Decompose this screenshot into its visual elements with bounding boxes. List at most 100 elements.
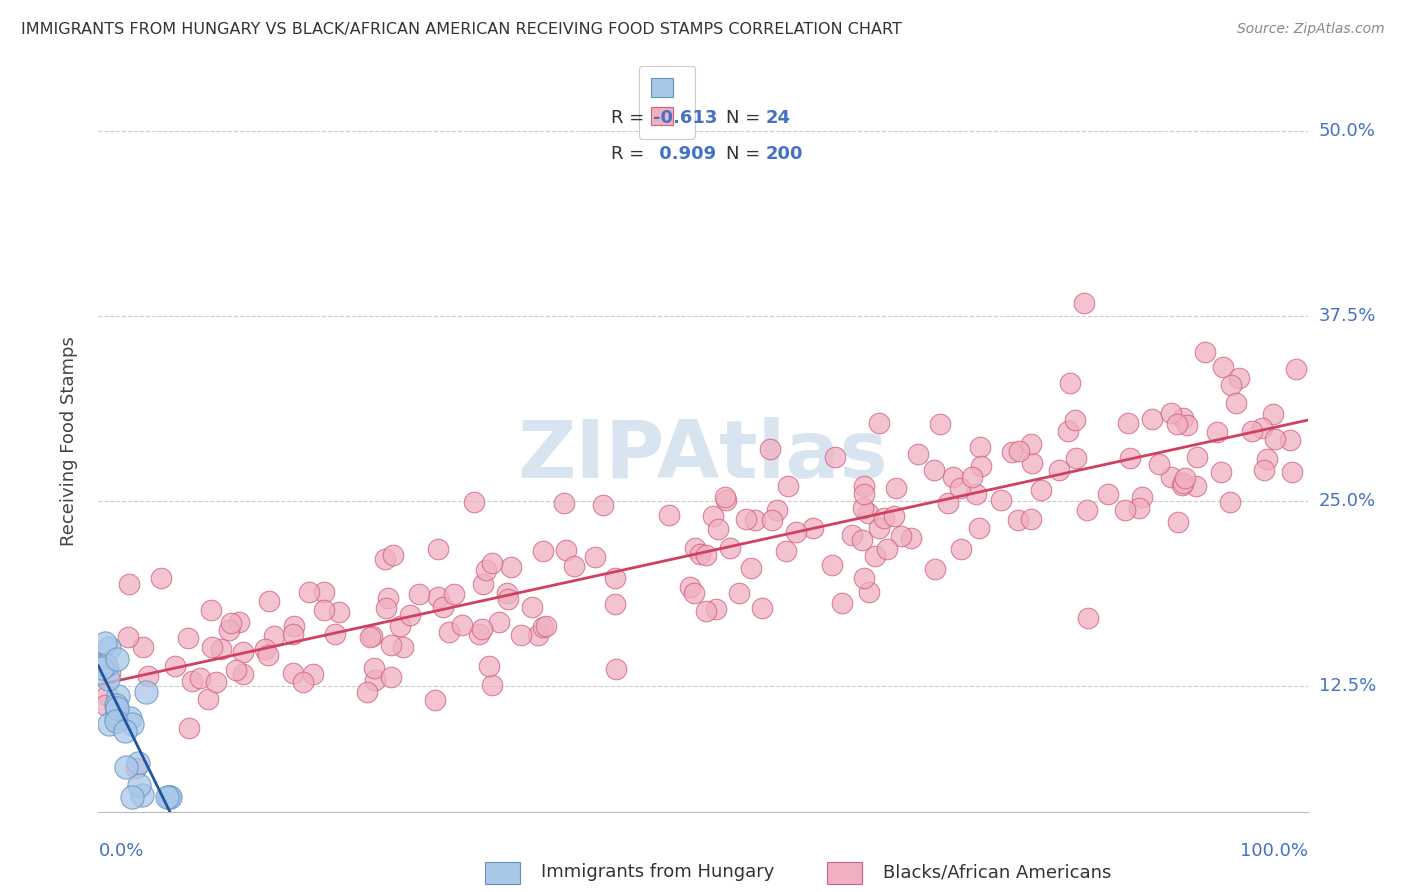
Point [90,661,112,675]
Point [471,623,494,637]
Point [105,712,128,726]
Point [1008,443,1031,458]
Point [374,552,396,566]
Point [105,701,128,715]
Point [1284,362,1306,376]
Point [863,549,886,563]
Point [824,450,846,465]
Point [706,522,728,536]
Point [283,666,305,681]
Point [1167,515,1189,529]
Point [1007,514,1029,528]
Point [883,509,905,524]
Point [1173,476,1195,491]
Point [136,669,159,683]
Text: R =: R = [610,145,650,163]
Point [323,627,346,641]
Point [117,630,139,644]
Point [312,584,335,599]
Point [475,562,498,576]
Point [328,605,350,619]
Point [481,677,503,691]
Point [467,627,489,641]
Point [94,636,117,650]
Point [107,690,129,704]
Point [205,674,228,689]
Point [1063,413,1085,427]
Text: 12.5%: 12.5% [1319,677,1376,695]
Point [924,562,946,576]
Point [359,630,381,644]
Point [714,490,737,504]
Point [969,459,991,474]
Point [1263,407,1285,421]
Point [949,541,972,556]
Point [852,487,875,501]
Point [1205,425,1227,439]
Point [1281,465,1303,479]
Point [907,446,929,460]
Point [858,585,880,599]
Point [1174,471,1197,485]
Point [105,651,128,665]
Point [965,487,987,501]
Point [704,602,727,616]
Point [127,756,149,770]
Point [969,440,991,454]
Point [96,688,118,702]
Point [856,506,879,520]
Point [498,591,520,606]
Point [356,685,378,699]
Point [658,508,681,522]
Text: N =: N = [725,145,766,163]
Point [1225,396,1247,410]
Text: 37.5%: 37.5% [1319,307,1376,325]
Point [851,533,873,548]
Point [714,492,737,507]
Point [156,789,179,804]
Point [1130,490,1153,504]
Point [382,548,405,562]
Point [131,789,153,803]
Point [801,520,824,534]
Point [281,627,304,641]
Point [727,586,749,600]
Legend: , : , [638,66,695,138]
Point [180,673,202,688]
Text: 50.0%: 50.0% [1319,121,1375,139]
Point [876,541,898,556]
Point [495,585,517,599]
Point [301,667,323,681]
Point [488,615,510,629]
Point [93,698,115,713]
Point [94,657,117,672]
Point [948,481,970,495]
Point [256,648,278,662]
Point [702,509,724,524]
Point [218,623,240,637]
Point [1128,501,1150,516]
Point [685,541,707,556]
Point [125,761,148,775]
Point [364,673,387,687]
Point [758,442,780,456]
Point [821,558,844,573]
Point [432,600,454,615]
Point [1076,503,1098,517]
Point [132,640,155,654]
Point [873,511,896,525]
Point [1021,456,1043,470]
Point [553,496,575,510]
Point [785,524,807,539]
Point [98,665,121,680]
Point [1064,451,1087,466]
Point [1059,376,1081,391]
Point [232,645,254,659]
Point [104,709,127,723]
Point [392,640,415,655]
Point [283,618,305,632]
Point [751,601,773,615]
Point [200,603,222,617]
Point [890,529,912,543]
Point [1097,487,1119,501]
